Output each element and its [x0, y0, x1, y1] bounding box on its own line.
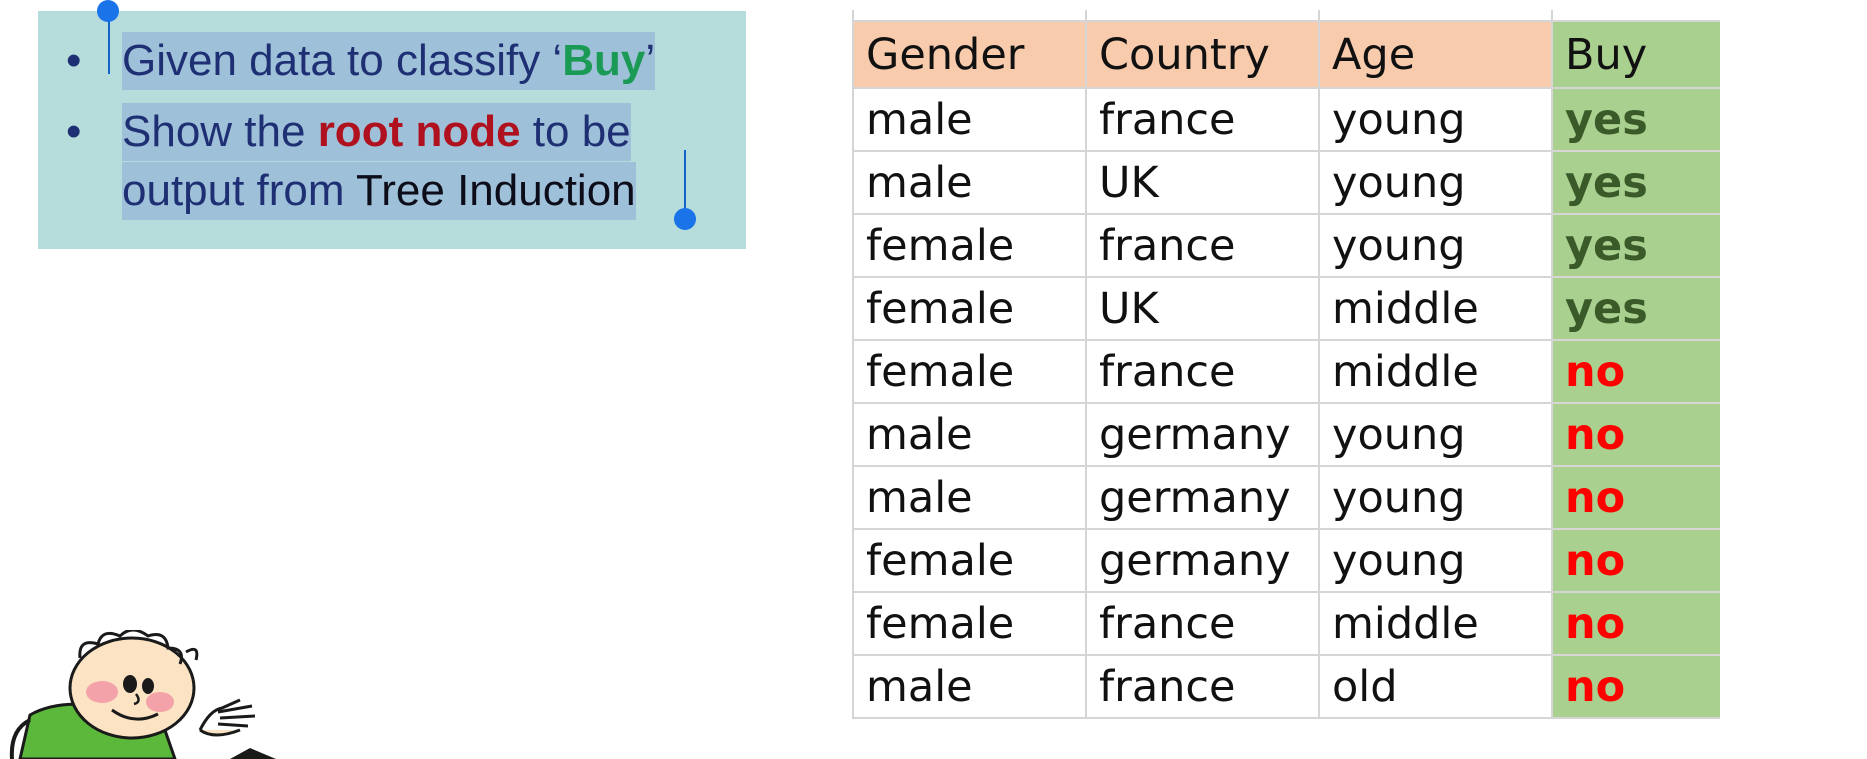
table-row: female france middle no: [852, 339, 1720, 404]
bullet-2-text-line1[interactable]: Show the root node to be: [122, 103, 631, 161]
cell-gender[interactable]: female: [852, 339, 1086, 404]
header-buy[interactable]: Buy: [1551, 20, 1720, 89]
cell-country[interactable]: france: [1085, 87, 1319, 152]
table-row: female UK middle yes: [852, 276, 1720, 341]
cell-gender[interactable]: female: [852, 213, 1086, 278]
buy-keyword: Buy: [562, 36, 646, 85]
cell-country[interactable]: france: [1085, 654, 1319, 719]
header-gender[interactable]: Gender: [852, 20, 1086, 89]
cell-buy[interactable]: yes: [1551, 150, 1720, 215]
cell-age[interactable]: middle: [1318, 339, 1552, 404]
cell-country[interactable]: germany: [1085, 465, 1319, 530]
cell-country[interactable]: UK: [1085, 150, 1319, 215]
cell-age[interactable]: middle: [1318, 276, 1552, 341]
cell-buy[interactable]: no: [1551, 654, 1720, 719]
cell-age[interactable]: young: [1318, 213, 1552, 278]
table-row: male UK young yes: [852, 150, 1720, 215]
selected-text-box[interactable]: • Given data to classify ‘Buy’ • Show th…: [38, 11, 746, 249]
bullet-2-text-line2[interactable]: output from Tree Induction: [122, 162, 636, 220]
cartoon-character-illustration: [9, 630, 276, 759]
cell-gender[interactable]: male: [852, 150, 1086, 215]
cell-buy[interactable]: yes: [1551, 87, 1720, 152]
cell-age[interactable]: young: [1318, 150, 1552, 215]
data-table[interactable]: Gender Country Age Buy male france young ye…: [852, 20, 1720, 719]
table-row: female france middle no: [852, 591, 1720, 656]
cell-country[interactable]: france: [1085, 591, 1319, 656]
column-tick: [852, 10, 854, 20]
cell-gender[interactable]: female: [852, 591, 1086, 656]
cell-buy[interactable]: no: [1551, 465, 1720, 530]
selection-end-caret: [684, 150, 686, 216]
table-row: female france young yes: [852, 213, 1720, 278]
cell-buy[interactable]: no: [1551, 528, 1720, 593]
selection-start-handle[interactable]: [97, 0, 119, 22]
table-row: female germany young no: [852, 528, 1720, 593]
cell-buy[interactable]: no: [1551, 402, 1720, 467]
cell-country[interactable]: germany: [1085, 528, 1319, 593]
table-row: male germany young no: [852, 465, 1720, 530]
column-tick: [1318, 10, 1320, 20]
table-row: male france young yes: [852, 87, 1720, 152]
cell-buy[interactable]: yes: [1551, 276, 1720, 341]
header-age[interactable]: Age: [1318, 20, 1552, 89]
cell-gender[interactable]: male: [852, 87, 1086, 152]
cell-age[interactable]: young: [1318, 528, 1552, 593]
cell-gender[interactable]: male: [852, 654, 1086, 719]
cell-country[interactable]: france: [1085, 339, 1319, 404]
bullet-dot: •: [66, 107, 82, 156]
cell-buy[interactable]: no: [1551, 339, 1720, 404]
cell-buy[interactable]: no: [1551, 591, 1720, 656]
cell-country[interactable]: UK: [1085, 276, 1319, 341]
selection-end-handle[interactable]: [674, 208, 696, 230]
selection-start-caret: [108, 10, 110, 74]
root-node-keyword: root node: [317, 107, 521, 156]
cell-age[interactable]: young: [1318, 402, 1552, 467]
table-header-row: Gender Country Age Buy: [852, 20, 1720, 89]
cell-country[interactable]: france: [1085, 213, 1319, 278]
cell-gender[interactable]: female: [852, 528, 1086, 593]
column-tick: [1551, 10, 1553, 20]
column-tick: [1085, 10, 1087, 20]
cell-gender[interactable]: male: [852, 402, 1086, 467]
cell-age[interactable]: middle: [1318, 591, 1552, 656]
cell-country[interactable]: germany: [1085, 402, 1319, 467]
cell-age[interactable]: young: [1318, 465, 1552, 530]
cell-buy[interactable]: yes: [1551, 213, 1720, 278]
cell-age[interactable]: old: [1318, 654, 1552, 719]
table-row: male france old no: [852, 654, 1720, 719]
bullet-1-text[interactable]: Given data to classify ‘Buy’: [122, 32, 656, 90]
cell-gender[interactable]: female: [852, 276, 1086, 341]
cell-gender[interactable]: male: [852, 465, 1086, 530]
table-row: male germany young no: [852, 402, 1720, 467]
bullet-dot: •: [66, 36, 82, 85]
header-country[interactable]: Country: [1085, 20, 1319, 89]
cell-age[interactable]: young: [1318, 87, 1552, 152]
